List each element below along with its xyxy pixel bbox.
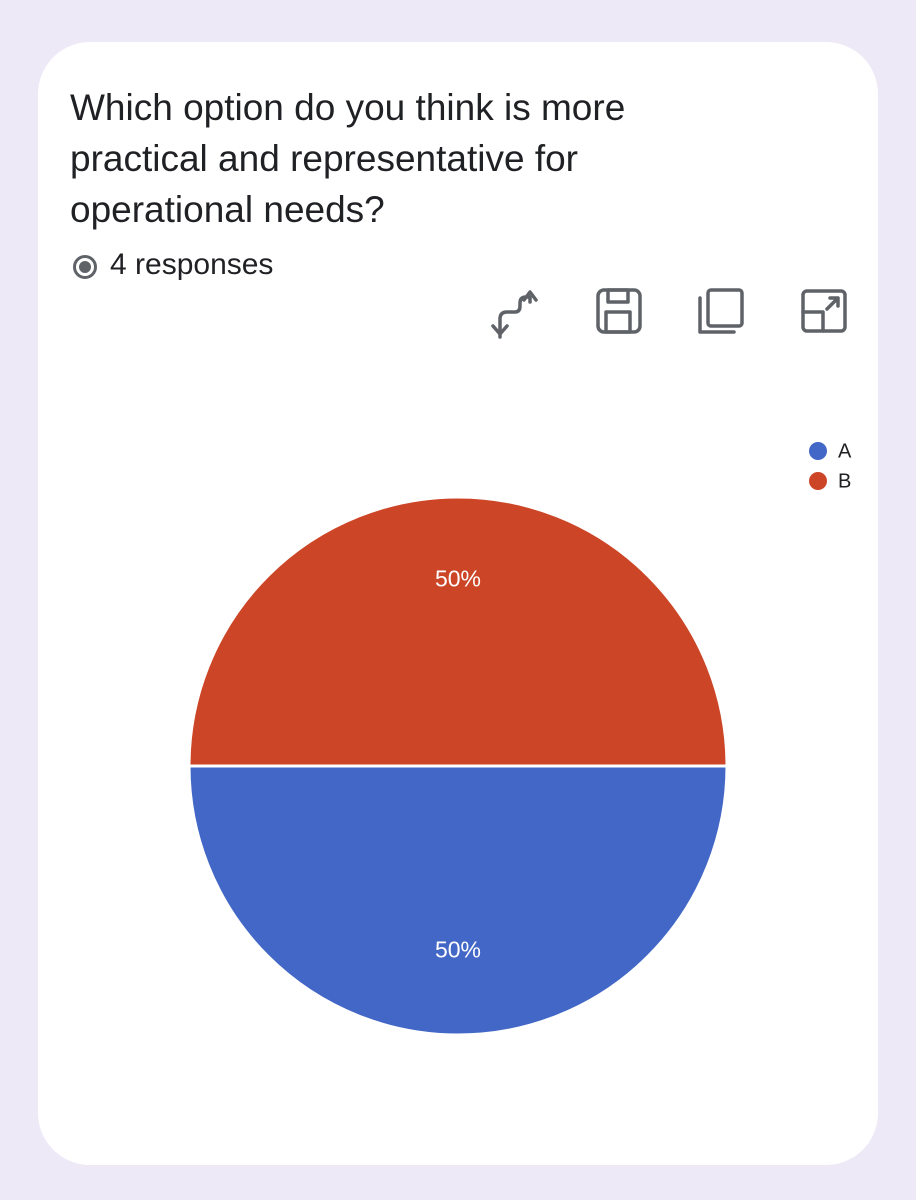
- legend-label: A: [838, 440, 852, 462]
- pie-slice: [187, 764, 729, 1037]
- switch-icon[interactable]: [491, 290, 538, 339]
- legend-swatch: [809, 442, 827, 460]
- legend-label: B: [838, 470, 851, 492]
- pie-slice: [187, 495, 729, 768]
- slice-label: 50%: [435, 937, 481, 963]
- slice-label: 50%: [435, 565, 481, 591]
- legend-swatch: [809, 472, 827, 490]
- radio-icon: [73, 255, 97, 279]
- expand-icon[interactable]: [801, 289, 847, 333]
- response-count: 4 responses: [110, 248, 274, 281]
- copy-icon[interactable]: [698, 288, 744, 334]
- question-title: Which option do you think is more practi…: [70, 87, 626, 230]
- save-icon[interactable]: [596, 288, 642, 334]
